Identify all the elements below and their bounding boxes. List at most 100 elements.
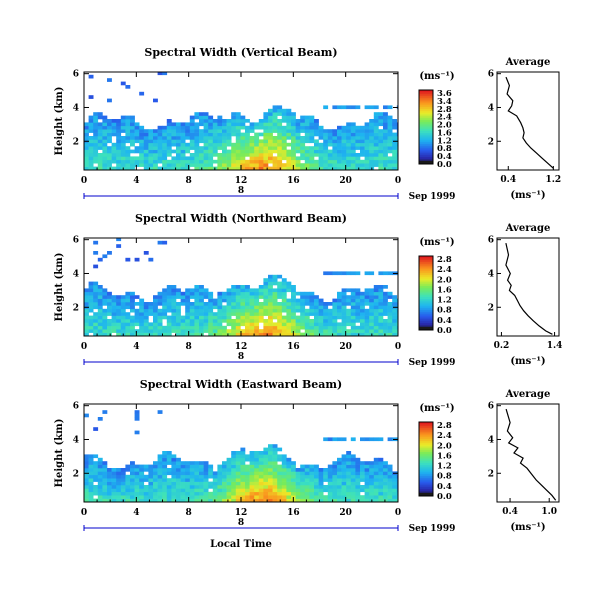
heatmap-cell bbox=[171, 329, 177, 333]
heatmap-cell bbox=[166, 478, 172, 482]
heatmap-cell bbox=[304, 122, 310, 127]
heatmap-cell bbox=[180, 156, 186, 161]
heatmap-cell bbox=[249, 332, 255, 336]
heatmap-cell bbox=[231, 464, 237, 469]
heatmap-cell bbox=[249, 295, 255, 299]
heatmap-cell bbox=[189, 485, 195, 489]
heatmap-cell bbox=[88, 461, 94, 465]
heatmap-cell bbox=[346, 125, 352, 130]
heatmap-cell bbox=[208, 295, 214, 299]
heatmap-cell bbox=[194, 295, 200, 299]
heatmap-cell bbox=[254, 156, 260, 161]
heatmap-cell bbox=[346, 139, 352, 144]
heatmap-cell bbox=[97, 488, 103, 493]
heatmap-cell bbox=[332, 305, 338, 310]
heatmap-cell bbox=[350, 166, 356, 170]
heatmap-cell bbox=[258, 315, 264, 320]
heatmap-cell bbox=[203, 291, 209, 296]
heatmap-cell bbox=[120, 156, 126, 161]
heatmap-cell bbox=[84, 325, 89, 330]
heatmap-cell bbox=[277, 491, 283, 496]
average-x-tick-label: 1.4 bbox=[547, 341, 563, 351]
heatmap-cell bbox=[277, 139, 283, 144]
heatmap-cell bbox=[387, 156, 393, 161]
heatmap-cell bbox=[93, 159, 99, 164]
heatmap-cell bbox=[277, 308, 283, 313]
x-tick-label: 0 bbox=[81, 176, 87, 186]
heatmap-cell bbox=[116, 305, 122, 310]
heatmap-cell bbox=[378, 305, 384, 310]
heatmap-cell bbox=[102, 298, 108, 303]
heatmap-cell bbox=[231, 454, 237, 459]
heatmap-cell bbox=[291, 132, 296, 137]
heatmap-cell bbox=[346, 312, 352, 316]
heatmap-cell bbox=[346, 322, 352, 327]
colorbar-segment bbox=[419, 101, 433, 104]
heatmap-cell bbox=[272, 457, 278, 462]
heatmap-cell bbox=[245, 149, 250, 154]
heatmap-cell bbox=[176, 295, 181, 299]
heatmap-cell bbox=[189, 119, 195, 123]
heatmap-cell bbox=[341, 495, 347, 499]
heatmap-cell bbox=[162, 457, 168, 462]
heatmap-cell bbox=[277, 112, 283, 116]
heatmap-cell bbox=[143, 146, 149, 150]
heatmap-cell bbox=[93, 291, 99, 296]
heatmap-cell bbox=[263, 474, 269, 479]
heatmap-cell bbox=[383, 308, 388, 313]
heatmap-cell bbox=[162, 498, 168, 502]
heatmap-cell bbox=[300, 488, 306, 493]
heatmap-cell bbox=[235, 302, 241, 306]
heatmap-cell bbox=[360, 308, 365, 313]
heatmap-cell bbox=[286, 149, 292, 154]
average-x-tick-label: 1.2 bbox=[546, 175, 562, 185]
heatmap-cell bbox=[281, 491, 287, 496]
heatmap-cell bbox=[176, 129, 181, 133]
colorbar-segment bbox=[419, 484, 433, 488]
heatmap-cell bbox=[222, 325, 227, 330]
heatmap-cell bbox=[327, 159, 333, 164]
heatmap-cell bbox=[125, 322, 131, 327]
heatmap-cell bbox=[235, 288, 241, 293]
heatmap-cell bbox=[226, 288, 232, 293]
colorbar-segment bbox=[419, 429, 433, 432]
heatmap-cell bbox=[383, 271, 388, 276]
heatmap-cell bbox=[153, 163, 158, 167]
heatmap-cell bbox=[378, 471, 384, 476]
heatmap-cell bbox=[360, 495, 365, 499]
heatmap-cell bbox=[268, 322, 273, 327]
heatmap-cell bbox=[162, 325, 168, 330]
x-tick-label: 12 bbox=[235, 342, 248, 352]
heatmap-cell bbox=[286, 298, 292, 303]
heatmap-cell bbox=[350, 464, 356, 469]
heatmap-cell bbox=[125, 257, 131, 262]
heatmap-cell bbox=[116, 312, 122, 316]
colorbar-segment bbox=[419, 298, 433, 301]
heatmap-cell bbox=[208, 119, 214, 123]
heatmap-cell bbox=[245, 308, 250, 313]
heatmap-cell bbox=[226, 291, 232, 296]
heatmap-cell bbox=[309, 329, 315, 333]
heatmap-cell bbox=[268, 329, 273, 333]
heatmap-cell bbox=[208, 153, 214, 157]
heatmap-cell bbox=[337, 329, 342, 333]
heatmap-cell bbox=[102, 332, 108, 336]
heatmap-cell bbox=[350, 105, 356, 110]
heatmap-cell bbox=[139, 91, 145, 96]
heatmap-cell bbox=[360, 129, 365, 133]
heatmap-cell bbox=[97, 112, 103, 116]
heatmap-cell bbox=[84, 464, 89, 469]
heatmap-cell bbox=[102, 122, 108, 127]
heatmap-cell bbox=[323, 139, 329, 144]
heatmap-cell bbox=[396, 156, 398, 161]
heatmap-cell bbox=[134, 257, 140, 262]
heatmap-cell bbox=[346, 271, 352, 276]
heatmap-cell bbox=[171, 488, 177, 493]
heatmap-cell bbox=[235, 468, 241, 472]
colorbar-tick-label: 1.6 bbox=[437, 285, 452, 295]
heatmap-cell bbox=[360, 163, 365, 167]
heatmap-cell bbox=[281, 308, 287, 313]
colorbar-segment bbox=[419, 154, 433, 157]
heatmap-cell bbox=[180, 295, 186, 299]
